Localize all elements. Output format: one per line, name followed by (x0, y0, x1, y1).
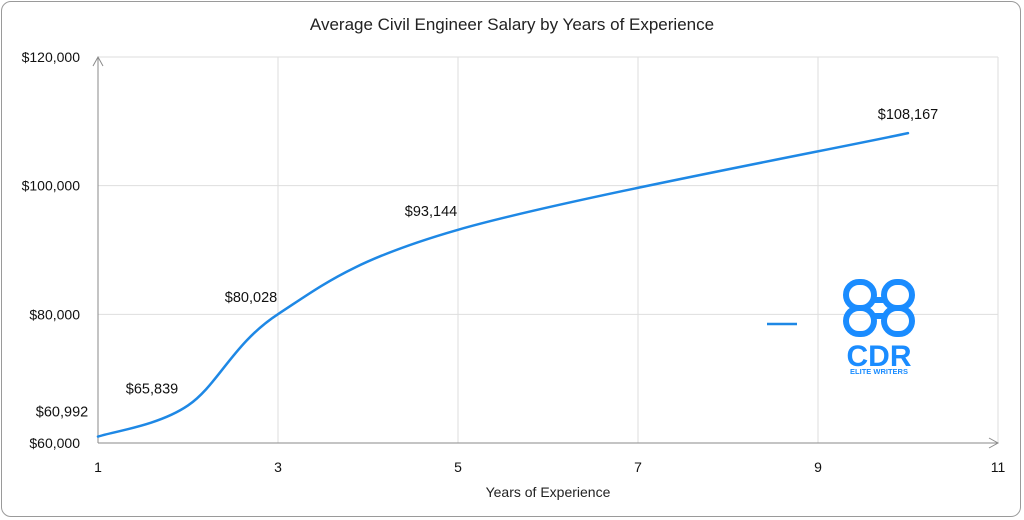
data-label: $60,992 (36, 405, 88, 421)
tick-labels: $60,000 $80,000 $100,000 $120,000 1 3 5 7 9 11 (22, 49, 1006, 475)
y-tick-label: $80,000 (29, 306, 80, 322)
data-label: $80,028 (225, 290, 277, 306)
y-tick-label: $100,000 (22, 178, 81, 194)
gridlines (98, 56, 999, 443)
y-tick-label: $60,000 (29, 435, 80, 451)
x-tick-label: 3 (274, 459, 282, 475)
chart-title: Average Civil Engineer Salary by Years o… (310, 15, 714, 34)
cdr-logo: CDR ELITE WRITERS (843, 279, 915, 376)
data-label: $65,839 (126, 381, 178, 397)
x-tick-label: 11 (991, 459, 1006, 475)
data-label: $93,144 (405, 204, 457, 220)
axes (92, 55, 1000, 449)
series-layer (96, 131, 910, 438)
x-axis-arrow (988, 437, 1000, 449)
x-tick-label: 1 (94, 459, 102, 475)
data-label: $108,167 (878, 107, 938, 123)
data-labels: $60,992 $65,839 $80,028 $93,144 $108,167 (36, 107, 938, 420)
x-tick-label: 9 (814, 459, 822, 475)
series-line (96, 131, 910, 438)
logo-wordmark: CDR (847, 340, 912, 373)
y-axis-arrow (92, 55, 104, 67)
x-tick-label: 7 (634, 459, 642, 475)
logo-knot-icon (843, 279, 915, 337)
x-tick-label: 5 (454, 459, 462, 475)
y-tick-label: $120,000 (22, 49, 81, 65)
logo-subtitle: ELITE WRITERS (850, 367, 908, 376)
x-axis-title: Years of Experience (486, 484, 611, 500)
